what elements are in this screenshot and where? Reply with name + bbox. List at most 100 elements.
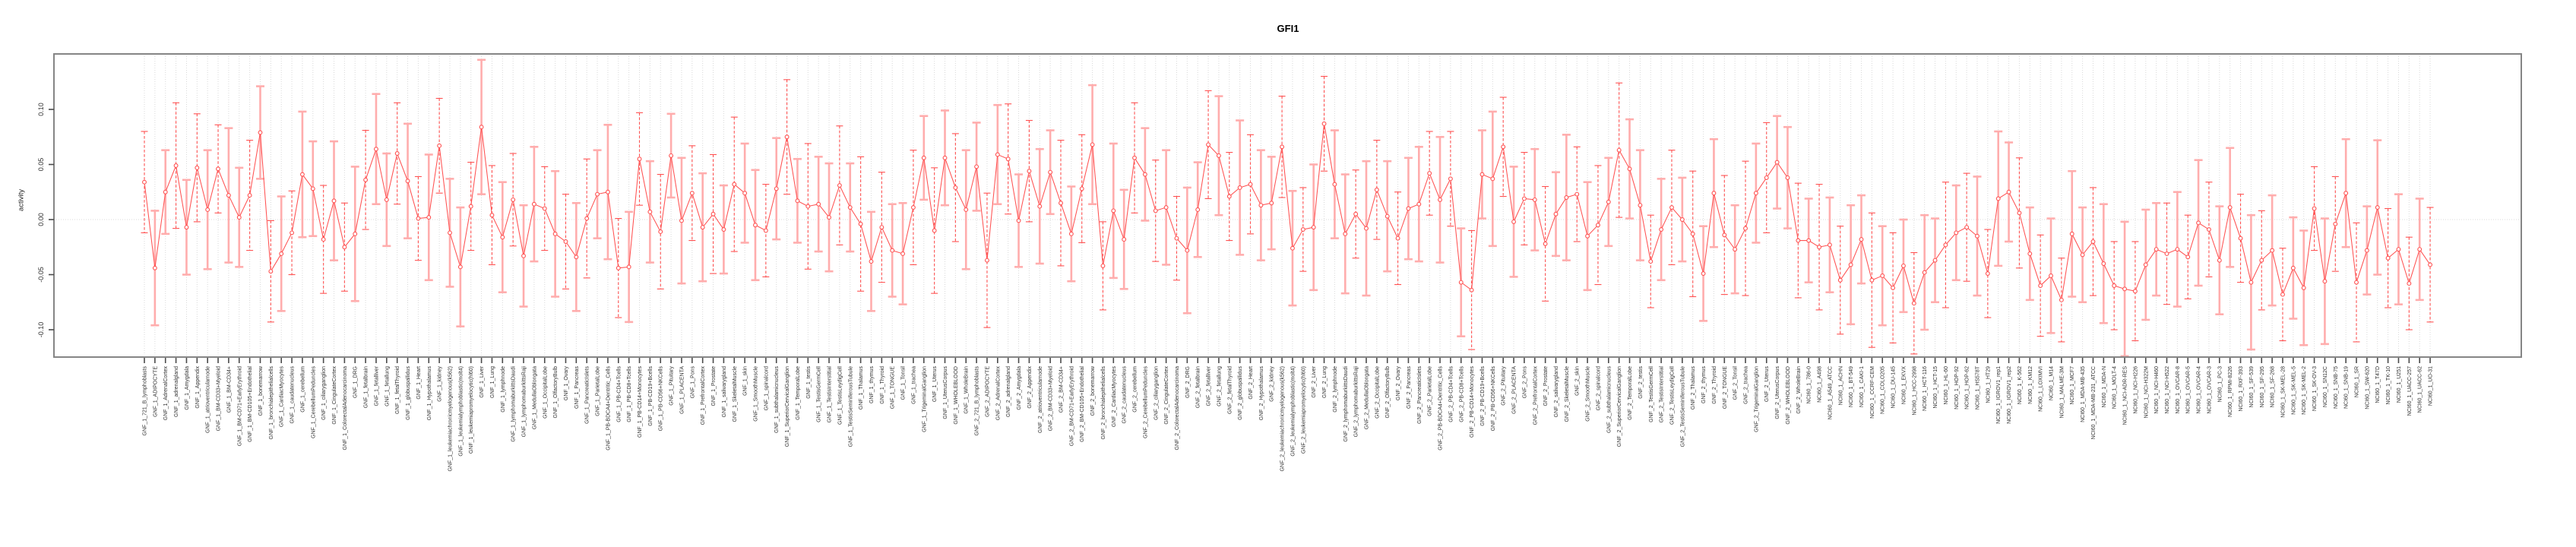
data-point	[1679, 217, 1685, 222]
data-point	[669, 153, 674, 158]
data-point	[1016, 218, 1021, 223]
data-point	[342, 245, 347, 250]
x-tick-label: GNF_2_lymphomaburkittsDaudi	[1343, 366, 1349, 442]
x-tick-label: NCI60_1_786-0	[1807, 366, 1812, 404]
data-point	[2322, 279, 2328, 284]
x-tick-label: GNF_2_fetalbrain	[1196, 366, 1201, 408]
x-tick-label: GNF_1_subthalamicnucleus	[774, 366, 780, 433]
data-point	[184, 225, 189, 230]
x-tick-label: GNF_2_MedullaOblongata	[1364, 366, 1369, 429]
x-tick-label: GNF_1_SkeletalMuscle	[733, 366, 738, 422]
data-point	[500, 235, 505, 240]
data-point	[1280, 144, 1285, 150]
x-tick-label: NCI60_1_MDA-MB-435	[2081, 366, 2086, 422]
data-point	[1258, 203, 1264, 208]
data-point	[2080, 252, 2085, 258]
x-tick-label: GNF_1_fetalThyroid	[395, 366, 400, 414]
x-tick-label: GNF_2_leukemiapromyelocytic(hl60)	[1301, 366, 1306, 454]
x-tick-label: GNF_1_BM-CD105+Endothelial	[248, 366, 253, 442]
x-tick-label: GNF_2_PB-CD14+Monocytes	[1470, 366, 1475, 438]
x-tick-label: GNF_1_OlfactoryBulb	[553, 366, 559, 419]
x-tick-label: GNF_1_Pituitary	[669, 366, 675, 406]
data-point	[2017, 210, 2022, 216]
x-tick-label: GNF_2_PancreaticIslets	[1417, 366, 1422, 424]
x-tick-label: GNF_2_PB-CD56+NKCells	[1491, 366, 1496, 432]
data-point	[1806, 238, 1812, 243]
x-tick-label: GNF_2_Ovary	[1396, 366, 1401, 401]
x-tick-label: NCI60_1_UACC-257	[2407, 366, 2413, 416]
x-tick-label: GNF_2_fetallung	[1217, 366, 1222, 406]
data-point	[1596, 223, 1600, 228]
series-line	[144, 123, 2431, 305]
data-point	[2154, 247, 2159, 252]
x-tick-label: GNF_1_cerebellum	[300, 366, 305, 413]
x-tick-label: NCI60_1_SK-MEL-2	[2302, 366, 2307, 415]
data-point	[2038, 283, 2043, 288]
data-point	[205, 207, 210, 212]
x-tick-label: NCI60_1_SF-539	[2249, 366, 2255, 408]
data-point	[173, 163, 179, 168]
data-point	[1248, 182, 1253, 187]
x-tick-label: GNF_1_TrigeminalGanglion	[922, 366, 927, 432]
data-point	[1185, 248, 1190, 253]
x-tick-label: GNF_1_lymphomaburkittsRaji	[522, 366, 527, 438]
x-tick-label: NCI60_1_HCT-15	[1933, 366, 1938, 409]
x-tick-label: GNF_2_TONGUE	[1723, 366, 1728, 409]
data-point	[1174, 236, 1179, 241]
x-tick-label: GNF_2_ADIPOCYTE	[985, 366, 990, 417]
data-point	[152, 265, 157, 270]
data-point	[1880, 274, 1885, 278]
data-point	[2354, 280, 2359, 285]
x-tick-label: GNF_1_fetalliver	[374, 365, 379, 406]
data-point	[1374, 187, 1379, 192]
data-point	[964, 207, 969, 212]
x-tick-label: GNF_1_OccipitalLobe	[543, 366, 548, 419]
x-tick-label: GNF_2_Heart	[1248, 366, 1254, 400]
x-tick-label: GNF_2_cerebellum	[1133, 366, 1138, 413]
x-tick-label: GNF_2_Appendix	[1027, 366, 1033, 409]
x-tick-label: GNF_2_TestisInterstitial	[1660, 366, 1665, 423]
x-tick-label: GNF_2_CerebellumPeduncles	[1143, 366, 1148, 438]
data-point	[1122, 237, 1127, 242]
data-point	[1406, 206, 1411, 211]
data-point	[1163, 205, 1169, 210]
x-tick-label: GNF_2_Prostate	[1543, 366, 1549, 406]
x-tick-label: NCI60_1_HCC-2998	[1912, 366, 1917, 416]
x-tick-label: GNF_2_TestisGermCell	[1649, 366, 1654, 422]
data-point	[1353, 211, 1359, 217]
data-point	[1891, 285, 1896, 290]
data-point	[805, 204, 811, 209]
data-point	[1995, 196, 2001, 201]
data-point	[1511, 219, 1517, 224]
plot-border	[53, 53, 2522, 358]
x-tick-label: GNF_1_TestisLeydigCell	[837, 366, 843, 425]
x-tick-label: GNF_1_lymphomaburkittsDaudi	[511, 366, 517, 442]
data-point	[689, 191, 695, 196]
x-tick-label: NCI60_1_BT-549	[1849, 366, 1854, 407]
data-point	[2112, 283, 2117, 288]
data-point	[1901, 263, 1906, 268]
data-point	[2185, 255, 2191, 260]
data-point	[511, 197, 516, 202]
data-point	[784, 134, 790, 140]
x-tick-label: NCI60_1_OVCAR-3	[2207, 366, 2212, 414]
error-bars	[141, 58, 2434, 358]
data-point	[1796, 238, 1801, 243]
x-tick-label: GNF_1_bronchialepithelialcells	[269, 366, 274, 440]
x-tick-label: GNF_1_Tonsil	[901, 366, 907, 400]
data-point	[1111, 208, 1116, 213]
data-point	[2006, 189, 2011, 194]
data-point	[2207, 227, 2211, 232]
x-tick-label: NCI60_1_PC-3	[2217, 366, 2223, 403]
x-tick-label: NCI60_1_SK-MEL-28	[2280, 366, 2286, 418]
data-point	[1100, 263, 1106, 268]
data-point	[1985, 271, 1990, 276]
data-point	[1395, 236, 1400, 241]
data-point	[1616, 147, 1622, 153]
x-tick-label: GNF_1_ADIPOCYTE	[153, 366, 158, 417]
x-tick-label: GNF_2_PB-BDCA4+Dentritic_Cells	[1438, 366, 1444, 451]
data-point	[2069, 231, 2074, 236]
data-point	[1964, 225, 1970, 230]
data-point	[216, 166, 220, 172]
data-point	[763, 228, 768, 233]
